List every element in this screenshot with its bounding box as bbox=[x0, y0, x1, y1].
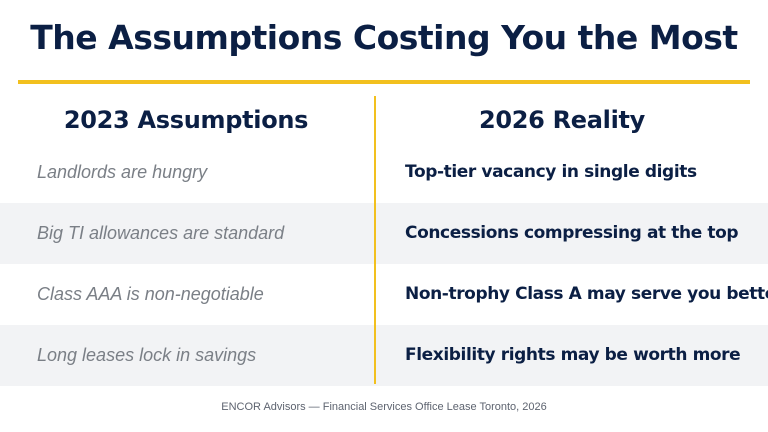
table-row: Big TI allowances are standard Concessio… bbox=[0, 203, 768, 264]
column-header-reality: 2026 Reality bbox=[478, 106, 646, 134]
assumption-cell: Landlords are hungry bbox=[37, 162, 208, 182]
table-row: Class AAA is non-negotiable Non-trophy C… bbox=[0, 264, 768, 325]
assumption-cell: Long leases lock in savings bbox=[37, 345, 257, 365]
table-row: Long leases lock in savings Flexibility … bbox=[0, 325, 768, 386]
table-row: Landlords are hungry Top-tier vacancy in… bbox=[0, 142, 768, 203]
assumption-cell: Big TI allowances are standard bbox=[37, 223, 285, 243]
column-divider bbox=[374, 96, 376, 384]
reality-cell: Top-tier vacancy in single digits bbox=[405, 162, 697, 182]
reality-cell: Flexibility rights may be worth more bbox=[405, 345, 741, 365]
reality-cell: Non-trophy Class A may serve you better bbox=[405, 284, 768, 304]
column-header-assumptions: 2023 Assumptions bbox=[63, 106, 309, 134]
assumption-cell: Class AAA is non-negotiable bbox=[37, 284, 264, 304]
title-accent-rule bbox=[18, 80, 750, 84]
slide-footer: ENCOR Advisors — Financial Services Offi… bbox=[221, 401, 547, 413]
slide-title: The Assumptions Costing You the Most bbox=[30, 18, 738, 57]
reality-cell: Concessions compressing at the top bbox=[405, 223, 739, 243]
comparison-table: Landlords are hungry Top-tier vacancy in… bbox=[0, 142, 768, 386]
